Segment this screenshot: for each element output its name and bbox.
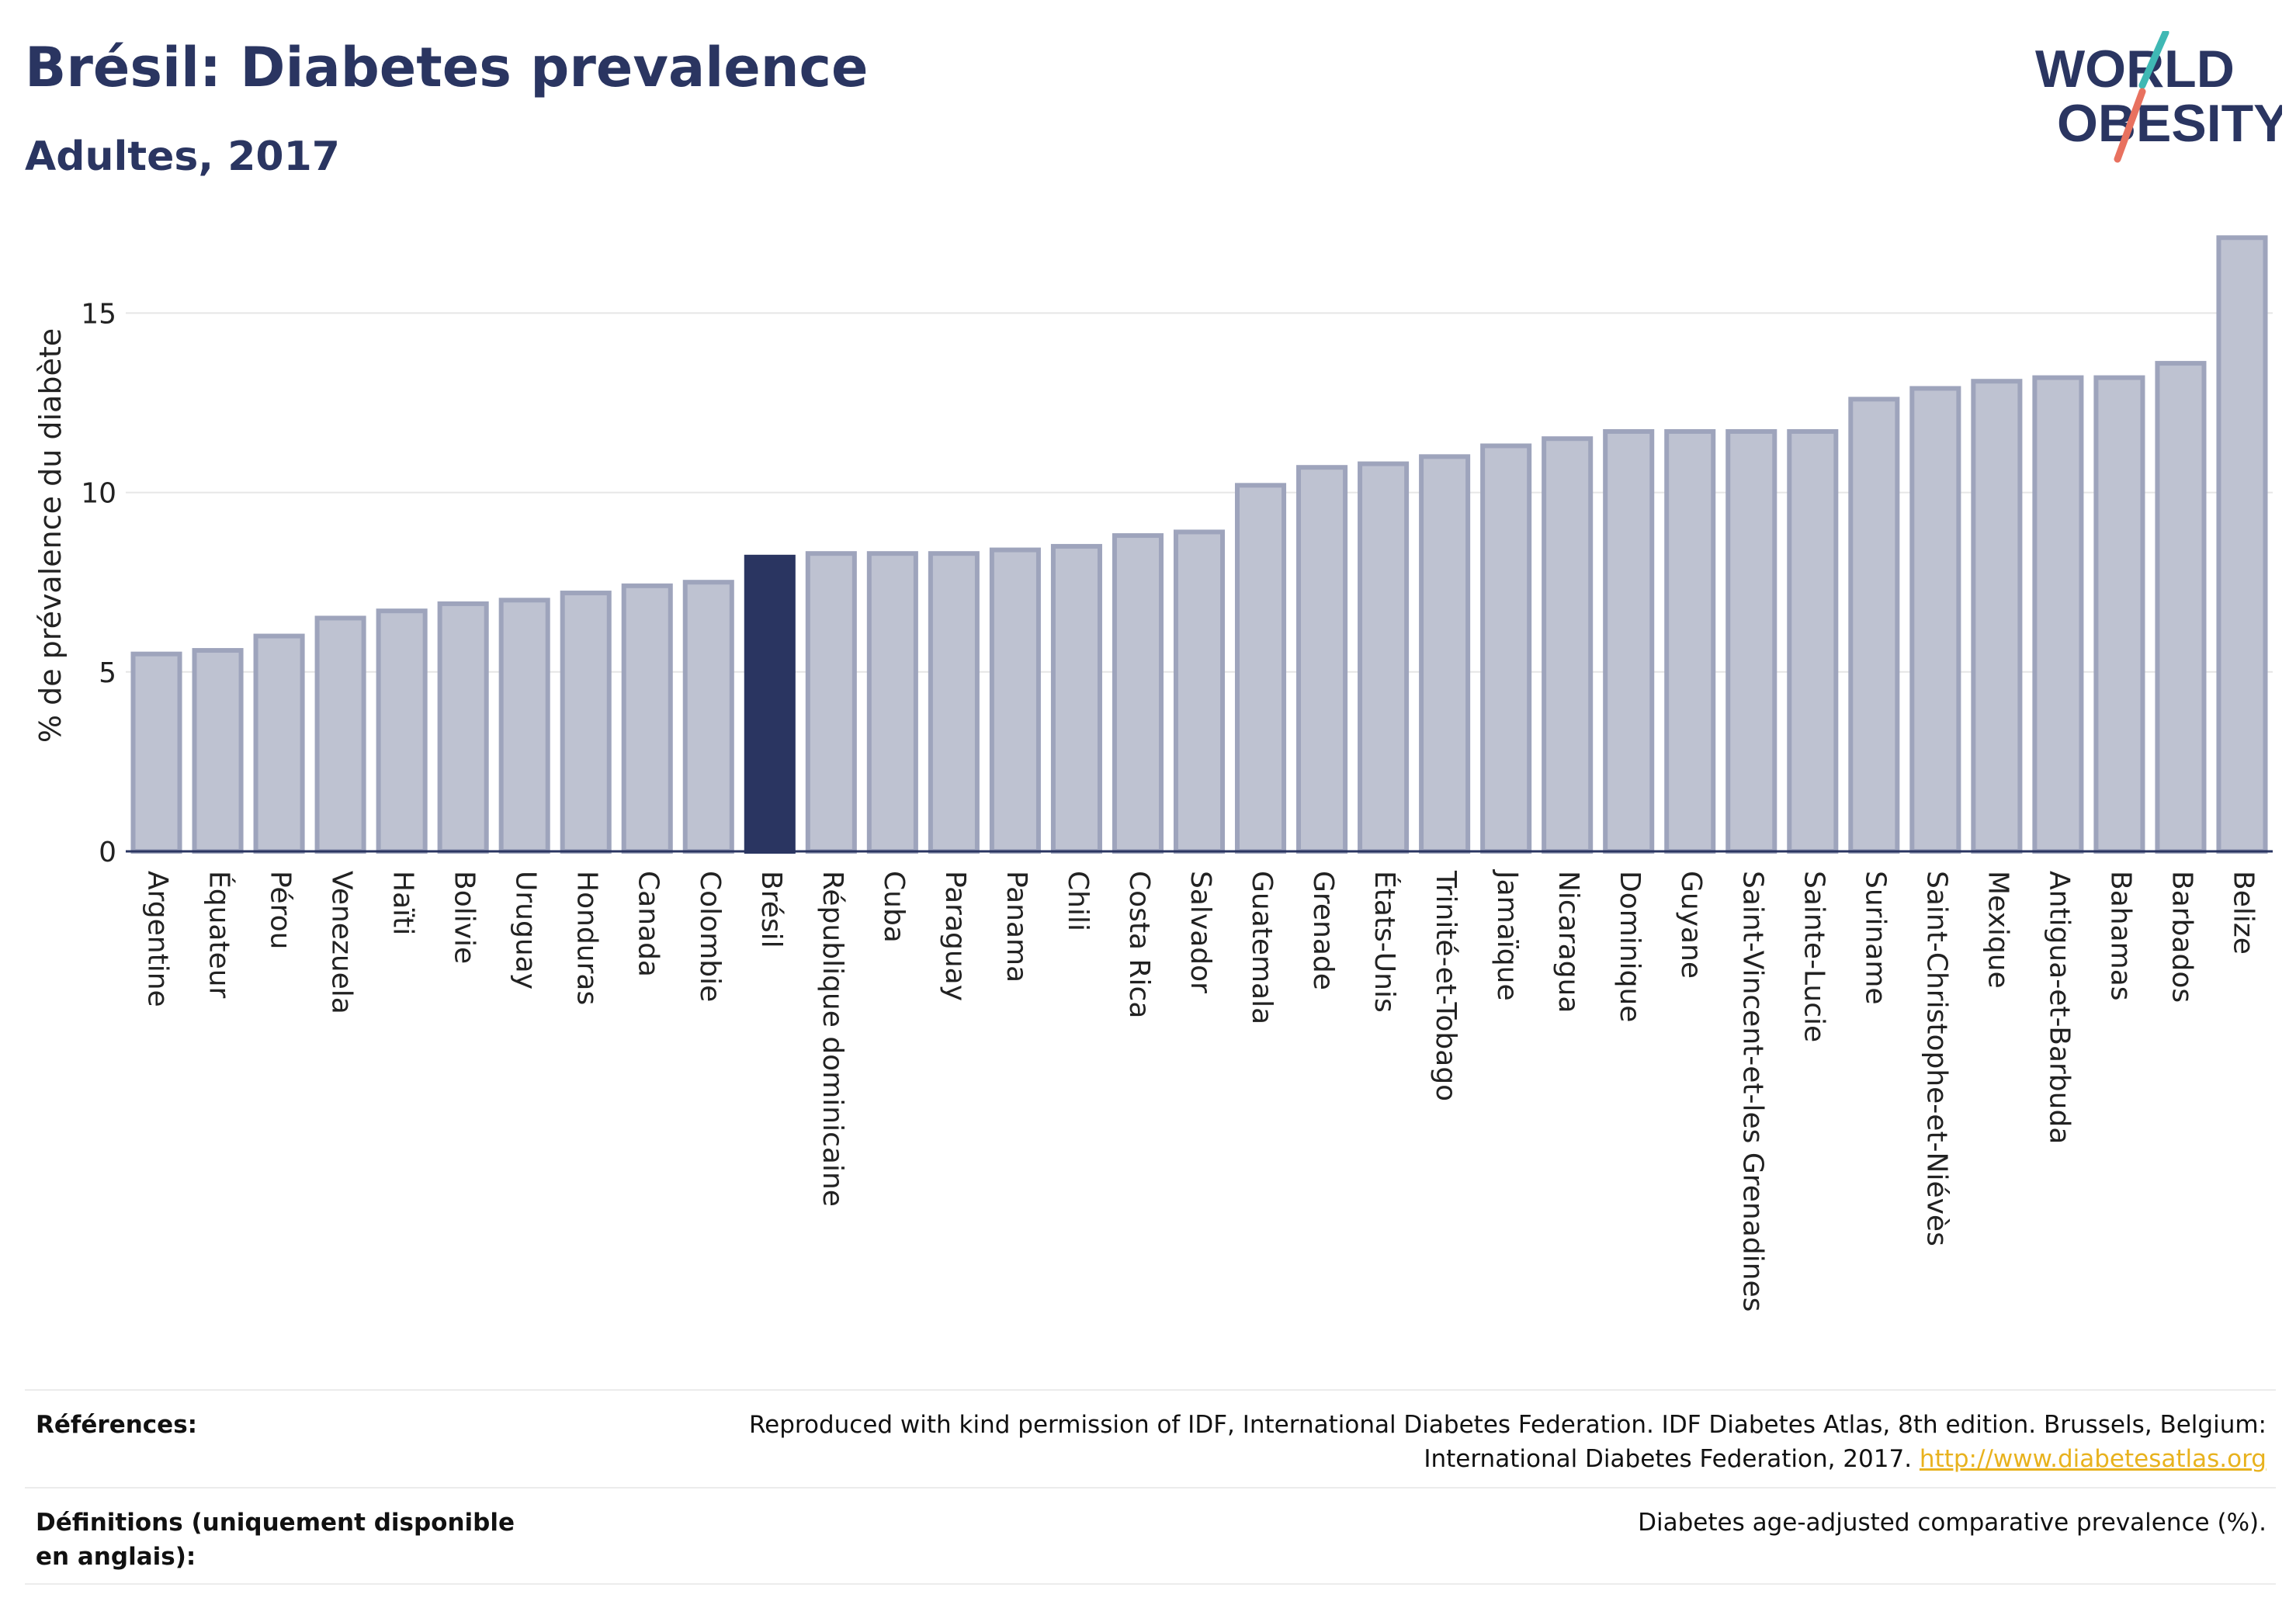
bar-r-publique-dominicaine[interactable] [805, 551, 857, 854]
x-tick-label: Antigua-et-Barbuda [2043, 871, 2075, 1144]
bar-dominique[interactable] [1603, 428, 1655, 854]
bars [130, 235, 2268, 854]
x-tick-label: Colombie [694, 871, 726, 1002]
bar-trinit-et-tobago[interactable] [1419, 454, 1471, 854]
logo-slash-coral [2114, 88, 2146, 163]
x-tick-label: Grenade [1307, 871, 1339, 990]
x-tick-label: Argentine [142, 871, 174, 1007]
x-tick-label: États-Unis [1368, 871, 1401, 1013]
x-tick-label: Haïti [387, 871, 419, 935]
definitions-label: Définitions (uniquement disponible en an… [36, 1509, 515, 1571]
x-tick-label: Bahamas [2104, 871, 2136, 1001]
bar-panama[interactable] [989, 547, 1041, 854]
x-tick-label: Équateur [203, 871, 236, 999]
bar-bolivie[interactable] [437, 601, 489, 854]
diabetes-atlas-link[interactable]: http://www.diabetesatlas.org [1919, 1445, 2267, 1473]
definitions-row: Définitions (uniquement disponible en an… [25, 1487, 2276, 1585]
x-tick-label: Nicaragua [1552, 871, 1584, 1013]
world-obesity-logo: WORLD OBESITY [2035, 31, 2282, 163]
x-tick-label: Pérou [265, 871, 297, 949]
bar-belize[interactable] [2216, 235, 2268, 854]
logo-word-world: WORLD [2035, 40, 2235, 99]
bar-grenade[interactable] [1296, 465, 1348, 854]
y-tick-label: 15 [81, 298, 116, 330]
bar-canada[interactable] [621, 583, 673, 854]
bar-ha-ti[interactable] [376, 608, 428, 854]
x-tick-label: Dominique [1614, 871, 1646, 1022]
x-tick-label: Honduras [571, 871, 603, 1005]
x-tick-label: Sainte-Lucie [1798, 871, 1830, 1042]
x-tick-label: Uruguay [510, 871, 542, 989]
x-tick-label: Belize [2227, 871, 2259, 955]
x-tick-label: Guatemala [1246, 871, 1278, 1024]
references-row: Références: Reproduced with kind permiss… [25, 1389, 2276, 1487]
references-line-1: Reproduced with kind permission of IDF, … [749, 1411, 2267, 1439]
bar-venezuela[interactable] [314, 615, 366, 854]
bar--quateur[interactable] [192, 648, 244, 854]
bar-suriname[interactable] [1848, 397, 1900, 854]
bar-colombie[interactable] [682, 580, 734, 854]
bar-paraguay[interactable] [928, 551, 980, 854]
bar-saint-vincent-et-les-grenadines[interactable] [1725, 428, 1777, 854]
bar-jama-que[interactable] [1480, 443, 1532, 854]
bar-sainte-lucie[interactable] [1787, 428, 1839, 854]
bar-nicaragua[interactable] [1542, 436, 1594, 854]
x-tick-label: Saint-Christophe-et-Niévès [1920, 871, 1952, 1246]
bar-antigua-et-barbuda[interactable] [2032, 375, 2084, 854]
bar-guyane[interactable] [1664, 428, 1716, 854]
bar-mexique[interactable] [1971, 379, 2023, 854]
chart-subtitle: Adultes, 2017 [25, 133, 340, 180]
bar-barbados[interactable] [2155, 361, 2207, 854]
bar-honduras[interactable] [560, 591, 612, 854]
y-axis-label: % de prévalence du diabète [33, 328, 68, 743]
x-tick-label: Bolivie [449, 871, 480, 964]
x-tick-label: Chili [1062, 871, 1094, 931]
bar-salvador[interactable] [1173, 529, 1226, 854]
x-tick-label: Suriname [1859, 871, 1891, 1005]
x-tick-label: Barbados [2166, 871, 2197, 1003]
bar-cuba[interactable] [866, 551, 918, 854]
y-tick-label: 0 [99, 837, 116, 868]
x-tick-label: Trinité-et-Tobago [1430, 870, 1462, 1101]
bar-chili[interactable] [1050, 543, 1102, 854]
bar--tats-unis[interactable] [1358, 461, 1410, 854]
logo-slash-teal [2138, 31, 2169, 89]
footer-table: Références: Reproduced with kind permiss… [25, 1389, 2276, 1585]
x-tick-label: Panama [1001, 871, 1032, 983]
x-tick-label: Cuba [878, 871, 910, 943]
x-tick-label: Saint-Vincent-et-les Grenadines [1736, 871, 1768, 1312]
bar-uruguay[interactable] [498, 598, 550, 854]
y-tick-label: 10 [81, 478, 116, 510]
x-tick-label: Salvador [1184, 871, 1216, 993]
x-tick-label: République dominicaine [817, 871, 848, 1207]
x-tick-label: Costa Rica [1123, 871, 1155, 1018]
x-tick-label: Venezuela [326, 871, 358, 1014]
bar-br-sil[interactable] [744, 554, 796, 854]
bar-bahamas[interactable] [2093, 375, 2145, 854]
bar-saint-christophe-et-ni-v-s[interactable] [1909, 386, 1961, 854]
logo-word-obesity: OBESITY [2057, 94, 2282, 153]
bar-guatemala[interactable] [1234, 483, 1287, 854]
chart-title: Brésil: Diabetes prevalence [25, 36, 869, 99]
tick-labels: 0 5 10 15 Argentine Équateur Pérou Venezuela Haï… [81, 298, 2259, 1312]
x-tick-label: Paraguay [939, 871, 971, 1001]
y-tick-label: 5 [99, 657, 116, 689]
definitions-text: Diabetes age-adjusted comparative preval… [1638, 1509, 2267, 1537]
bar-chart: 0 5 10 15 Argentine Équateur Pérou Venezuela Haï… [33, 235, 2273, 1312]
x-tick-label: Canada [633, 871, 664, 977]
bar-p-rou[interactable] [253, 633, 305, 854]
bar-costa-rica[interactable] [1112, 533, 1164, 854]
references-text: Reproduced with kind permission of IDF, … [749, 1408, 2267, 1476]
references-line-2-text: International Diabetes Federation, 2017. [1424, 1445, 1913, 1473]
bar-argentine[interactable] [130, 651, 182, 854]
references-line-2: International Diabetes Federation, 2017.… [749, 1442, 2267, 1476]
x-tick-label: Mexique [1982, 871, 2013, 989]
x-tick-label: Jamaïque [1491, 869, 1523, 1001]
references-label: Références: [36, 1411, 198, 1439]
x-tick-label: Guyane [1675, 871, 1707, 979]
x-tick-label: Brésil [755, 871, 787, 948]
